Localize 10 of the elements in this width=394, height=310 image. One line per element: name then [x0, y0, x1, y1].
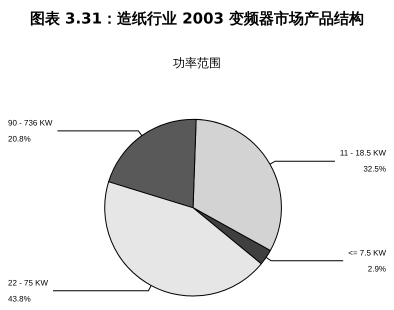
slice-label: 11 - 18.5 KW — [340, 148, 386, 158]
slice-label: <= 7.5 KW — [348, 248, 386, 258]
data-label: 43.8% — [8, 294, 31, 304]
chart-subtitle: 功率范围 — [173, 56, 221, 70]
chart-title: 图表 3.31：造纸行业 2003 变频器市场产品结构 — [30, 10, 364, 28]
data-label: 2.9% — [368, 264, 386, 274]
slice-label: 22 - 75 KW — [8, 278, 48, 288]
slice-label: 90 - 736 KW — [8, 118, 53, 128]
data-label: 20.8% — [8, 134, 31, 144]
data-label: 32.5% — [363, 164, 386, 174]
